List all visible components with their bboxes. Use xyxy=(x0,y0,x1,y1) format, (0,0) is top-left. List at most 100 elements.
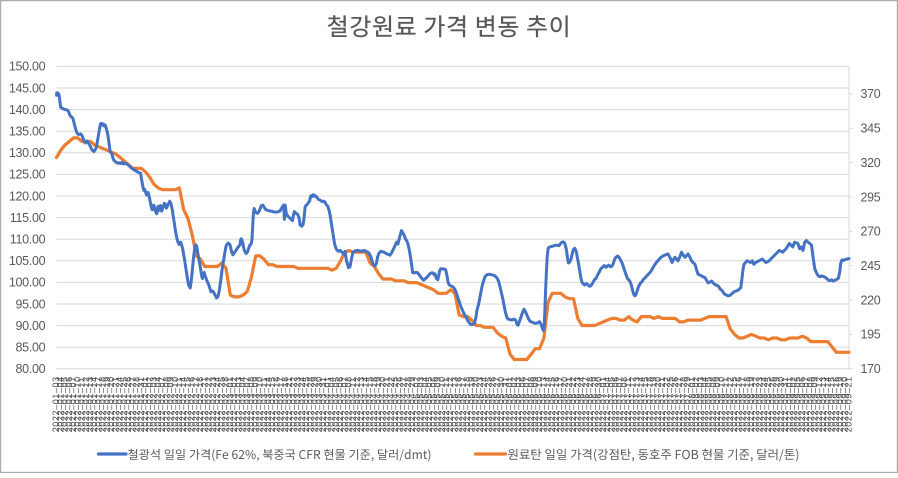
svg-text:2022–07–29: 2022–07–29 xyxy=(683,376,693,432)
svg-text:2022–08–25: 2022–08–25 xyxy=(763,376,773,432)
svg-text:2022–01–07: 2022–01–07 xyxy=(68,376,78,432)
svg-text:2022–07–12: 2022–07–12 xyxy=(628,376,638,432)
svg-text:2022–05–27: 2022–05–27 xyxy=(492,376,502,432)
svg-text:2022–01–24: 2022–01–24 xyxy=(115,376,125,432)
svg-text:140.00: 140.00 xyxy=(9,103,46,117)
svg-text:2022–09–06: 2022–09–06 xyxy=(797,376,807,432)
svg-text:2022–04–15: 2022–04–15 xyxy=(365,376,375,432)
svg-text:2022–04–01: 2022–04–01 xyxy=(322,376,332,432)
svg-text:2022–07–01: 2022–07–01 xyxy=(598,376,608,432)
svg-text:2022–01–17: 2022–01–17 xyxy=(94,376,104,432)
svg-text:2022–01–19: 2022–01–19 xyxy=(102,376,112,432)
svg-text:125.00: 125.00 xyxy=(9,168,46,182)
svg-text:2022–03–02: 2022–03–02 xyxy=(229,376,239,432)
svg-text:2022–04–08: 2022–04–08 xyxy=(344,376,354,432)
svg-text:135.00: 135.00 xyxy=(9,125,46,139)
svg-text:2022–04–22: 2022–04–22 xyxy=(386,376,396,432)
svg-text:2022–05–24: 2022–05–24 xyxy=(479,376,489,432)
svg-text:2022–03–21: 2022–03–21 xyxy=(284,376,294,432)
svg-text:2022–05–30: 2022–05–30 xyxy=(496,376,506,432)
svg-text:2022–08–05: 2022–08–05 xyxy=(704,376,714,432)
svg-text:2022–05–04: 2022–05–04 xyxy=(420,376,430,432)
svg-text:2022–09–19: 2022–09–19 xyxy=(835,376,845,432)
svg-text:2022–07–19: 2022–07–19 xyxy=(649,376,659,432)
svg-text:2022–06–16: 2022–06–16 xyxy=(551,376,561,432)
svg-text:295: 295 xyxy=(861,190,881,204)
svg-text:90.00: 90.00 xyxy=(16,319,46,333)
svg-text:130.00: 130.00 xyxy=(9,146,46,160)
svg-text:2022–04–11: 2022–04–11 xyxy=(348,377,358,432)
svg-text:2022–06–22: 2022–06–22 xyxy=(568,376,578,432)
svg-text:2022–07–15: 2022–07–15 xyxy=(640,376,650,432)
svg-text:2022–01–11: 2022–01–11 xyxy=(77,377,87,432)
svg-text:2022–03–09: 2022–03–09 xyxy=(250,376,260,432)
svg-text:2022–04–29: 2022–04–29 xyxy=(407,376,417,432)
svg-text:2022–07–04: 2022–07–04 xyxy=(602,376,612,432)
svg-text:2022–06–24: 2022–06–24 xyxy=(577,376,587,432)
svg-text:2022–03–24: 2022–03–24 xyxy=(297,376,307,432)
svg-text:2022–08–26: 2022–08–26 xyxy=(767,376,777,432)
svg-text:2022–01–27: 2022–01–27 xyxy=(127,376,137,432)
svg-text:2022–03–11: 2022–03–11 xyxy=(259,377,269,432)
svg-text:2022–09–08: 2022–09–08 xyxy=(806,376,816,432)
svg-text:2022–05–02: 2022–05–02 xyxy=(411,376,421,432)
svg-text:2022–05–03: 2022–05–03 xyxy=(416,376,426,432)
svg-text:2022–06–14: 2022–06–14 xyxy=(543,376,553,432)
svg-text:2022–08–01: 2022–08–01 xyxy=(687,376,697,432)
svg-text:2022–01–12: 2022–01–12 xyxy=(81,376,91,432)
svg-text:2022–08–04: 2022–08–04 xyxy=(700,376,710,432)
svg-text:2022–03–17: 2022–03–17 xyxy=(276,376,286,432)
svg-text:2022–02–25: 2022–02–25 xyxy=(216,376,226,432)
svg-text:2022–03–22: 2022–03–22 xyxy=(288,376,298,432)
svg-text:2022–09–21: 2022–09–21 xyxy=(844,376,854,432)
svg-text:2022–06–28: 2022–06–28 xyxy=(585,376,595,432)
svg-text:2022–09–14: 2022–09–14 xyxy=(822,376,832,432)
svg-text:2022–07–13: 2022–07–13 xyxy=(632,376,642,432)
svg-text:2022–04–18: 2022–04–18 xyxy=(369,376,379,432)
svg-text:2022–04–19: 2022–04–19 xyxy=(373,376,383,432)
svg-text:2022–02–09: 2022–02–09 xyxy=(166,376,176,432)
svg-text:2022–04–05: 2022–04–05 xyxy=(331,376,341,432)
svg-text:2022–02–15: 2022–02–15 xyxy=(183,376,193,432)
svg-text:2022–09–07: 2022–09–07 xyxy=(801,376,811,432)
svg-text:2022–05–11: 2022–05–11 xyxy=(441,377,451,432)
svg-text:2022–02–07: 2022–02–07 xyxy=(157,376,167,432)
svg-text:2022–03–18: 2022–03–18 xyxy=(280,376,290,432)
svg-text:2022–07–07: 2022–07–07 xyxy=(615,376,625,432)
svg-text:2022–08–17: 2022–08–17 xyxy=(738,376,748,432)
svg-text:170: 170 xyxy=(861,362,881,376)
svg-text:2022–07–25: 2022–07–25 xyxy=(666,376,676,432)
svg-text:2022–06–07: 2022–06–07 xyxy=(522,376,532,432)
svg-text:2022–06–02: 2022–06–02 xyxy=(509,376,519,432)
svg-text:195: 195 xyxy=(861,328,881,342)
svg-text:2022–01–05: 2022–01–05 xyxy=(60,376,70,432)
svg-text:2022–01–21: 2022–01–21 xyxy=(110,376,120,432)
svg-text:2022–02–08: 2022–02–08 xyxy=(161,376,171,432)
svg-text:220: 220 xyxy=(861,293,881,307)
svg-text:2022–05–18: 2022–05–18 xyxy=(462,376,472,432)
svg-text:2022–09–01: 2022–09–01 xyxy=(784,376,794,432)
svg-text:2022–02–14: 2022–02–14 xyxy=(178,376,188,432)
svg-text:2022–07–22: 2022–07–22 xyxy=(661,376,671,432)
svg-text:2022–09–13: 2022–09–13 xyxy=(818,376,828,432)
svg-text:2022–06–30: 2022–06–30 xyxy=(594,376,604,432)
svg-text:2022–08–11: 2022–08–11 xyxy=(721,377,731,432)
svg-text:2022–04–14: 2022–04–14 xyxy=(361,376,371,432)
svg-text:2022–08–12: 2022–08–12 xyxy=(725,376,735,432)
svg-text:2022–08–08: 2022–08–08 xyxy=(708,376,718,432)
svg-text:2022–01–18: 2022–01–18 xyxy=(98,376,108,432)
svg-text:2022–05–10: 2022–05–10 xyxy=(437,376,447,432)
svg-text:2022–03–15: 2022–03–15 xyxy=(267,376,277,432)
svg-text:2022–06–09: 2022–06–09 xyxy=(530,376,540,432)
svg-text:2022–01–04: 2022–01–04 xyxy=(55,376,65,432)
svg-text:2022–08–24: 2022–08–24 xyxy=(759,376,769,432)
svg-text:2022–08–29: 2022–08–29 xyxy=(772,376,782,432)
svg-text:2022–06–21: 2022–06–21 xyxy=(564,376,574,432)
svg-text:105.00: 105.00 xyxy=(9,254,46,268)
svg-text:2022–07–26: 2022–07–26 xyxy=(670,376,680,432)
svg-text:2022–04–25: 2022–04–25 xyxy=(390,376,400,432)
svg-text:2022–03–10: 2022–03–10 xyxy=(255,376,265,432)
svg-text:2022–07–08: 2022–07–08 xyxy=(619,376,629,432)
svg-text:2022–06–27: 2022–06–27 xyxy=(581,376,591,432)
svg-text:2022–08–03: 2022–08–03 xyxy=(695,376,705,432)
